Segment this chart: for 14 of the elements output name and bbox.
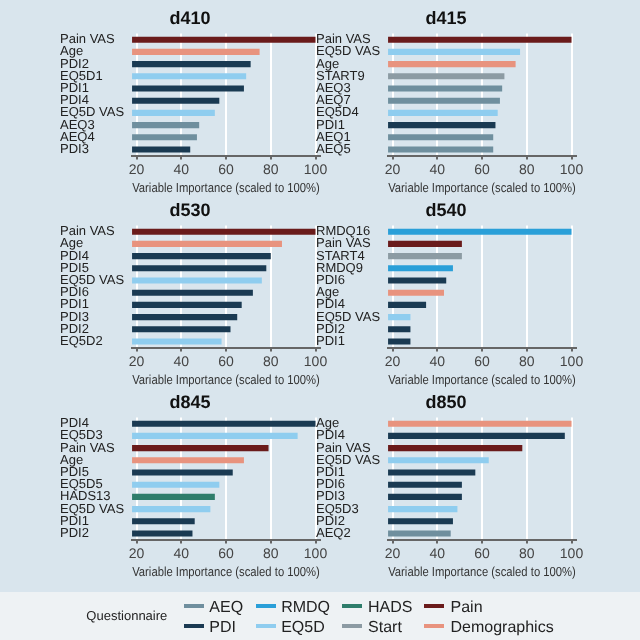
chart-title: d845 xyxy=(169,391,211,412)
legend-label: RMDQ xyxy=(281,597,331,615)
legend-label: HADS xyxy=(368,597,413,615)
legend-label: PDI xyxy=(209,617,236,635)
chart-title: d850 xyxy=(425,391,467,412)
legend-label: EQ5D xyxy=(281,617,325,635)
legend-label: AEQ xyxy=(209,597,244,615)
chart-title: d410 xyxy=(169,7,211,28)
legend-label: Pain xyxy=(450,597,483,615)
chart-title: d415 xyxy=(425,7,467,28)
chart-title: d530 xyxy=(169,199,211,220)
legend-label: Start xyxy=(368,617,402,635)
chart-title: d540 xyxy=(425,199,467,220)
legend-label: Demographics xyxy=(450,617,554,635)
